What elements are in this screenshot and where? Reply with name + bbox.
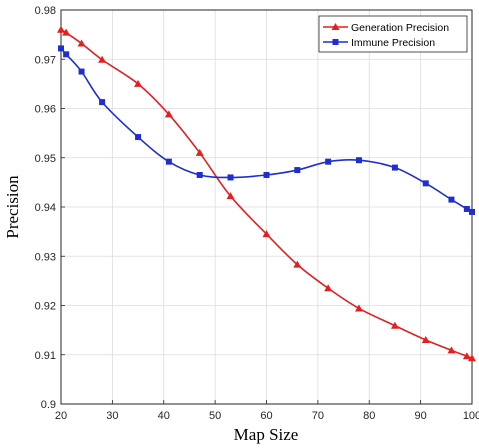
- y-tick-label: 0.93: [35, 251, 56, 263]
- x-tick-label: 50: [209, 410, 221, 422]
- data-point-immune: [78, 68, 85, 75]
- data-point-immune: [422, 180, 429, 187]
- legend-label-immune: Immune Precision: [351, 37, 435, 49]
- plot-area-frame: [60, 9, 473, 405]
- x-tick-label: 100: [463, 410, 479, 422]
- y-tick-label: 0.97: [35, 54, 56, 66]
- tick-labels: 20 30 40 50 60 70 80 90 100 0.9 0.91 0.92 0.93 0.94 0.…: [35, 5, 479, 422]
- y-axis-label: Precision: [3, 175, 22, 239]
- data-point-immune: [448, 196, 455, 203]
- data-point-immune: [99, 99, 106, 106]
- x-tick-label: 90: [415, 410, 427, 422]
- y-tick-label: 0.98: [35, 5, 56, 17]
- data-point-generation: [293, 260, 302, 268]
- data-point-generation: [134, 79, 143, 87]
- data-point-generation: [195, 148, 204, 156]
- legend-label-generation: Generation Precision: [351, 22, 449, 34]
- y-tick-label: 0.9: [41, 399, 56, 411]
- data-point-generation: [164, 110, 173, 118]
- data-point-immune: [196, 171, 203, 178]
- x-tick-label: 70: [312, 410, 324, 422]
- data-point-generation: [421, 335, 430, 343]
- x-tick-label: 20: [55, 410, 67, 422]
- data-point-generation: [262, 230, 271, 238]
- data-point-generation: [77, 39, 86, 47]
- series-layer: [57, 25, 476, 362]
- data-point-immune: [469, 208, 475, 215]
- data-point-generation: [324, 284, 333, 292]
- data-point-immune: [135, 134, 142, 141]
- legend-marker-square: [332, 39, 339, 45]
- data-point-immune: [294, 167, 301, 174]
- data-point-immune: [263, 171, 270, 178]
- data-point-generation: [468, 354, 476, 362]
- data-point-immune: [325, 158, 332, 165]
- data-point-generation: [57, 25, 65, 33]
- legend-box: [318, 15, 468, 53]
- data-point-generation: [98, 55, 107, 63]
- data-point-immune: [58, 45, 64, 52]
- grid: [60, 9, 473, 405]
- data-point-immune: [63, 51, 70, 58]
- legend-marker-triangle: [331, 23, 340, 30]
- data-point-immune: [391, 164, 398, 171]
- y-tick-label: 0.92: [35, 301, 56, 313]
- legend: Generation Precision Immune Precision: [318, 15, 468, 53]
- data-point-generation: [354, 304, 363, 312]
- y-tick-label: 0.96: [35, 104, 56, 116]
- data-point-immune: [355, 157, 362, 164]
- y-tick-label: 0.95: [35, 153, 56, 165]
- y-tick-label: 0.94: [35, 202, 56, 214]
- x-tick-label: 40: [158, 410, 170, 422]
- data-point-generation: [226, 192, 235, 200]
- y-tick-label: 0.91: [35, 350, 56, 362]
- data-point-immune: [227, 174, 234, 181]
- data-point-immune: [463, 205, 470, 212]
- x-tick-label: 80: [363, 410, 375, 422]
- x-tick-label: 60: [260, 410, 272, 422]
- x-axis-label: Map Size: [234, 425, 299, 444]
- data-point-generation: [462, 352, 471, 360]
- data-point-immune: [165, 158, 172, 165]
- data-point-generation: [447, 346, 456, 354]
- data-point-generation: [390, 321, 399, 329]
- data-point-generation: [62, 28, 71, 36]
- x-tick-label: 30: [106, 410, 118, 422]
